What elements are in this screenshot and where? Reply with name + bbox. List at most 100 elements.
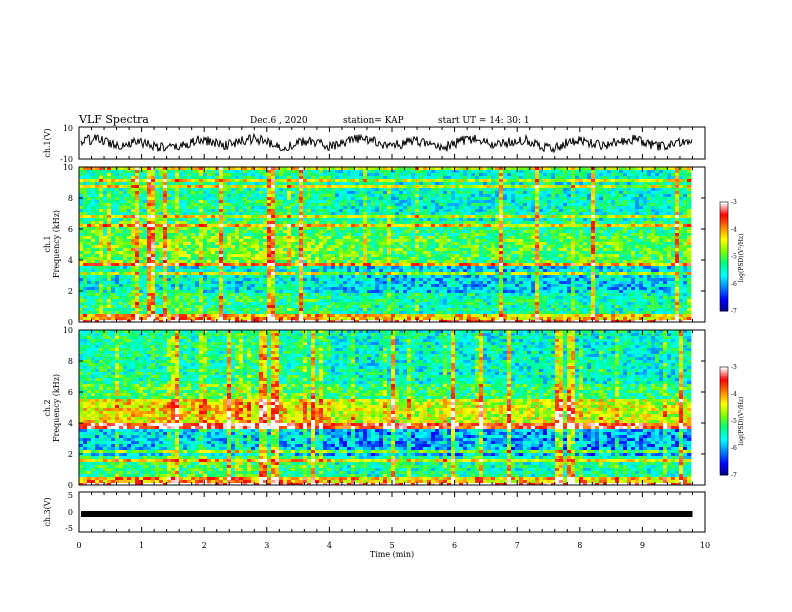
colorbar-segment <box>720 240 728 243</box>
frequency-tick-label: 10 <box>63 163 73 172</box>
colorbar-segment <box>720 460 728 463</box>
colorbar-segment <box>720 203 728 207</box>
frequency-tick-label: 8 <box>68 194 73 203</box>
colorbar-tick-label: -6 <box>731 281 737 288</box>
colorbar-segment <box>720 457 728 460</box>
colorbar-segment <box>720 294 728 297</box>
colorbar-segment <box>720 403 728 406</box>
colorbar-segment <box>720 218 728 221</box>
colorbar-segment <box>720 300 728 303</box>
colorbar-segment <box>720 221 728 225</box>
frequency-tick-label: 6 <box>68 388 73 397</box>
colorbar-segment <box>720 444 728 447</box>
ch2-spectrogram-yticks: 0 2 4 6 8 10 <box>63 326 705 490</box>
frequency-tick-label: 4 <box>68 256 73 265</box>
colorbar-segment <box>720 422 728 426</box>
colorbar-segment <box>720 397 728 400</box>
colorbar-segment <box>720 281 728 285</box>
colorbar-segment <box>720 464 728 467</box>
colorbar-segment <box>720 466 728 469</box>
colorbar-segment <box>720 448 728 451</box>
colorbar-segment <box>720 216 728 219</box>
colorbar-segment <box>720 367 728 370</box>
colorbar-segment <box>720 309 728 312</box>
colorbar-segment <box>720 263 728 267</box>
colorbar-tick-label: -4 <box>731 391 737 398</box>
colorbar-segment <box>720 243 728 247</box>
colorbar-segment <box>720 370 728 373</box>
frequency-tick-label: 2 <box>68 450 73 459</box>
colorbar-segment <box>720 292 728 296</box>
colorbar-frame <box>719 366 729 476</box>
colorbar-segment <box>720 260 728 263</box>
ch1-waveform-ticks <box>78 127 706 159</box>
colorbar-segment <box>720 278 728 281</box>
colorbar-segment <box>720 408 728 411</box>
time-tick-label: 0 <box>76 541 81 550</box>
colorbar-segment <box>720 385 728 388</box>
date-label: Dec.6 , 2020 <box>250 116 308 126</box>
colorbar-tick-label: -4 <box>731 226 737 233</box>
colorbar-segment <box>720 442 728 445</box>
colorbar-segment <box>720 421 728 424</box>
colorbar-segment <box>720 289 728 292</box>
colorbar-segment <box>720 258 728 261</box>
frequency-tick-label: 0 <box>68 318 73 327</box>
colorbar-segment <box>720 424 728 427</box>
colorbar-segment <box>720 377 728 381</box>
colorbar-segment <box>720 225 728 228</box>
colorbar-segment <box>720 431 728 435</box>
colorbar-segment <box>720 419 728 422</box>
colorbar-segment <box>720 296 728 299</box>
figure-title: VLF Spectra <box>78 113 149 126</box>
colorbar-tick-label: -3 <box>731 199 737 206</box>
ch2-colorbar: -3 -4 -5 -6 -7 <box>719 364 737 479</box>
colorbar-segment <box>720 399 728 402</box>
colorbar-segment <box>720 287 728 290</box>
colorbar-segment <box>720 401 728 404</box>
time-tick-label: 10 <box>700 541 710 550</box>
time-axis-tick-labels: 0 1 2 3 4 5 6 7 8 9 10 <box>76 541 710 550</box>
colorbar-segment <box>720 280 728 283</box>
colorbar-segment <box>720 395 728 399</box>
colorbar-segment <box>720 265 728 268</box>
colorbar-segment <box>720 232 728 236</box>
colorbar-segment <box>720 455 728 458</box>
colorbar-tick-label: -7 <box>731 308 737 315</box>
ch3-waveform-ticks <box>78 492 706 532</box>
colorbar-segment <box>720 238 728 241</box>
ch3-ytick-mid: 0 <box>68 508 73 517</box>
colorbar-segment <box>720 305 728 308</box>
colorbar-segment <box>720 372 728 375</box>
colorbar-segment <box>720 469 728 472</box>
ch1-ytick-top: 10 <box>63 124 73 133</box>
frequency-tick-label: 6 <box>68 225 73 234</box>
frequency-tick-label: 0 <box>68 481 73 490</box>
frequency-tick-label: 8 <box>68 357 73 366</box>
colorbar-segment <box>720 453 728 456</box>
colorbar-segment <box>720 439 728 442</box>
colorbar-tick-label: -7 <box>731 472 737 479</box>
ch1-spectrogram-ticks <box>78 167 706 322</box>
colorbar-segment <box>720 285 728 288</box>
time-tick-label: 6 <box>452 541 457 550</box>
colorbar-segment <box>720 212 728 216</box>
colorbar-segment <box>720 207 728 210</box>
colorbar-segment <box>720 471 728 474</box>
colorbar-segment <box>720 307 728 310</box>
station-label: station= KAP <box>343 116 404 126</box>
ch1-spectrogram-ylabel-channel: ch.1 <box>43 235 52 252</box>
colorbar-segment <box>720 462 728 465</box>
colorbar-segment <box>720 386 728 390</box>
colorbar-segment <box>720 245 728 248</box>
colorbar-segment <box>720 223 728 227</box>
colorbar-segment <box>720 467 728 471</box>
colorbar-segment <box>720 241 728 245</box>
colorbar-tick-label: -5 <box>731 254 737 261</box>
colorbar-segment <box>720 376 728 379</box>
time-tick-label: 1 <box>139 541 144 550</box>
colorbar-segment <box>720 446 728 449</box>
colorbar-segment <box>720 428 728 431</box>
ch2-spectrogram-ylabel-frequency: Frequency (kHz) <box>52 374 61 442</box>
